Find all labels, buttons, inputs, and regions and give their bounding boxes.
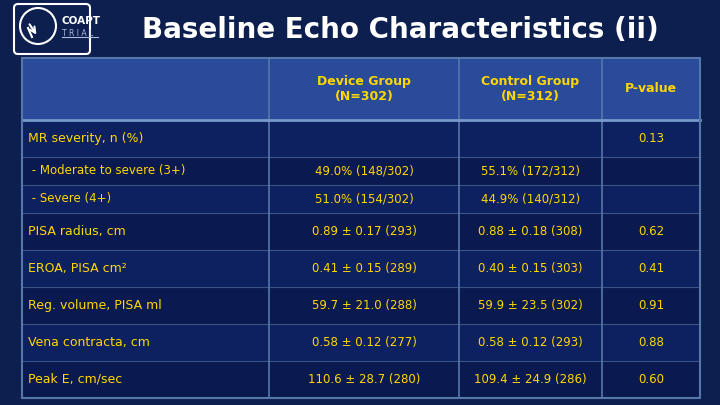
- Text: 59.7 ± 21.0 (288): 59.7 ± 21.0 (288): [312, 299, 417, 312]
- Bar: [22, 120, 700, 157]
- Text: 0.58 ± 0.12 (277): 0.58 ± 0.12 (277): [312, 336, 417, 349]
- Text: T R I A L: T R I A L: [62, 28, 94, 38]
- Bar: [22, 324, 700, 361]
- Text: 0.91: 0.91: [638, 299, 664, 312]
- Text: 55.1% (172/312): 55.1% (172/312): [481, 164, 580, 177]
- Bar: [22, 213, 700, 250]
- Bar: [22, 157, 700, 185]
- Text: - Severe (4+): - Severe (4+): [28, 192, 111, 205]
- Text: Baseline Echo Characteristics (ii): Baseline Echo Characteristics (ii): [142, 16, 658, 44]
- Text: 110.6 ± 28.7 (280): 110.6 ± 28.7 (280): [308, 373, 420, 386]
- Text: - Moderate to severe (3+): - Moderate to severe (3+): [28, 164, 185, 177]
- Text: Reg. volume, PISA ml: Reg. volume, PISA ml: [28, 299, 162, 312]
- Text: Peak E, cm/sec: Peak E, cm/sec: [28, 373, 122, 386]
- Text: 0.88 ± 0.18 (308): 0.88 ± 0.18 (308): [478, 225, 582, 238]
- Bar: [22, 287, 700, 324]
- Text: Control Group
(N=312): Control Group (N=312): [482, 75, 580, 103]
- Text: 49.0% (148/302): 49.0% (148/302): [315, 164, 414, 177]
- Text: Device Group
(N=302): Device Group (N=302): [318, 75, 411, 103]
- Text: 0.88: 0.88: [638, 336, 664, 349]
- Bar: [22, 361, 700, 398]
- Text: Vena contracta, cm: Vena contracta, cm: [28, 336, 150, 349]
- Text: 0.89 ± 0.17 (293): 0.89 ± 0.17 (293): [312, 225, 417, 238]
- Text: 0.41: 0.41: [638, 262, 664, 275]
- Text: 51.0% (154/302): 51.0% (154/302): [315, 192, 414, 205]
- Text: EROA, PISA cm²: EROA, PISA cm²: [28, 262, 127, 275]
- Bar: [22, 58, 700, 120]
- Text: COAPT: COAPT: [62, 16, 101, 26]
- Text: 0.13: 0.13: [638, 132, 664, 145]
- Bar: [22, 250, 700, 287]
- Text: 0.41 ± 0.15 (289): 0.41 ± 0.15 (289): [312, 262, 417, 275]
- Bar: [22, 58, 700, 398]
- Text: PISA radius, cm: PISA radius, cm: [28, 225, 126, 238]
- Text: 59.9 ± 23.5 (302): 59.9 ± 23.5 (302): [478, 299, 583, 312]
- Text: 109.4 ± 24.9 (286): 109.4 ± 24.9 (286): [474, 373, 587, 386]
- Text: 0.60: 0.60: [638, 373, 664, 386]
- Text: 0.40 ± 0.15 (303): 0.40 ± 0.15 (303): [478, 262, 582, 275]
- Text: 0.58 ± 0.12 (293): 0.58 ± 0.12 (293): [478, 336, 583, 349]
- Text: 0.62: 0.62: [638, 225, 664, 238]
- Text: 44.9% (140/312): 44.9% (140/312): [481, 192, 580, 205]
- Bar: [22, 185, 700, 213]
- Text: P-value: P-value: [625, 83, 677, 96]
- Text: MR severity, n (%): MR severity, n (%): [28, 132, 143, 145]
